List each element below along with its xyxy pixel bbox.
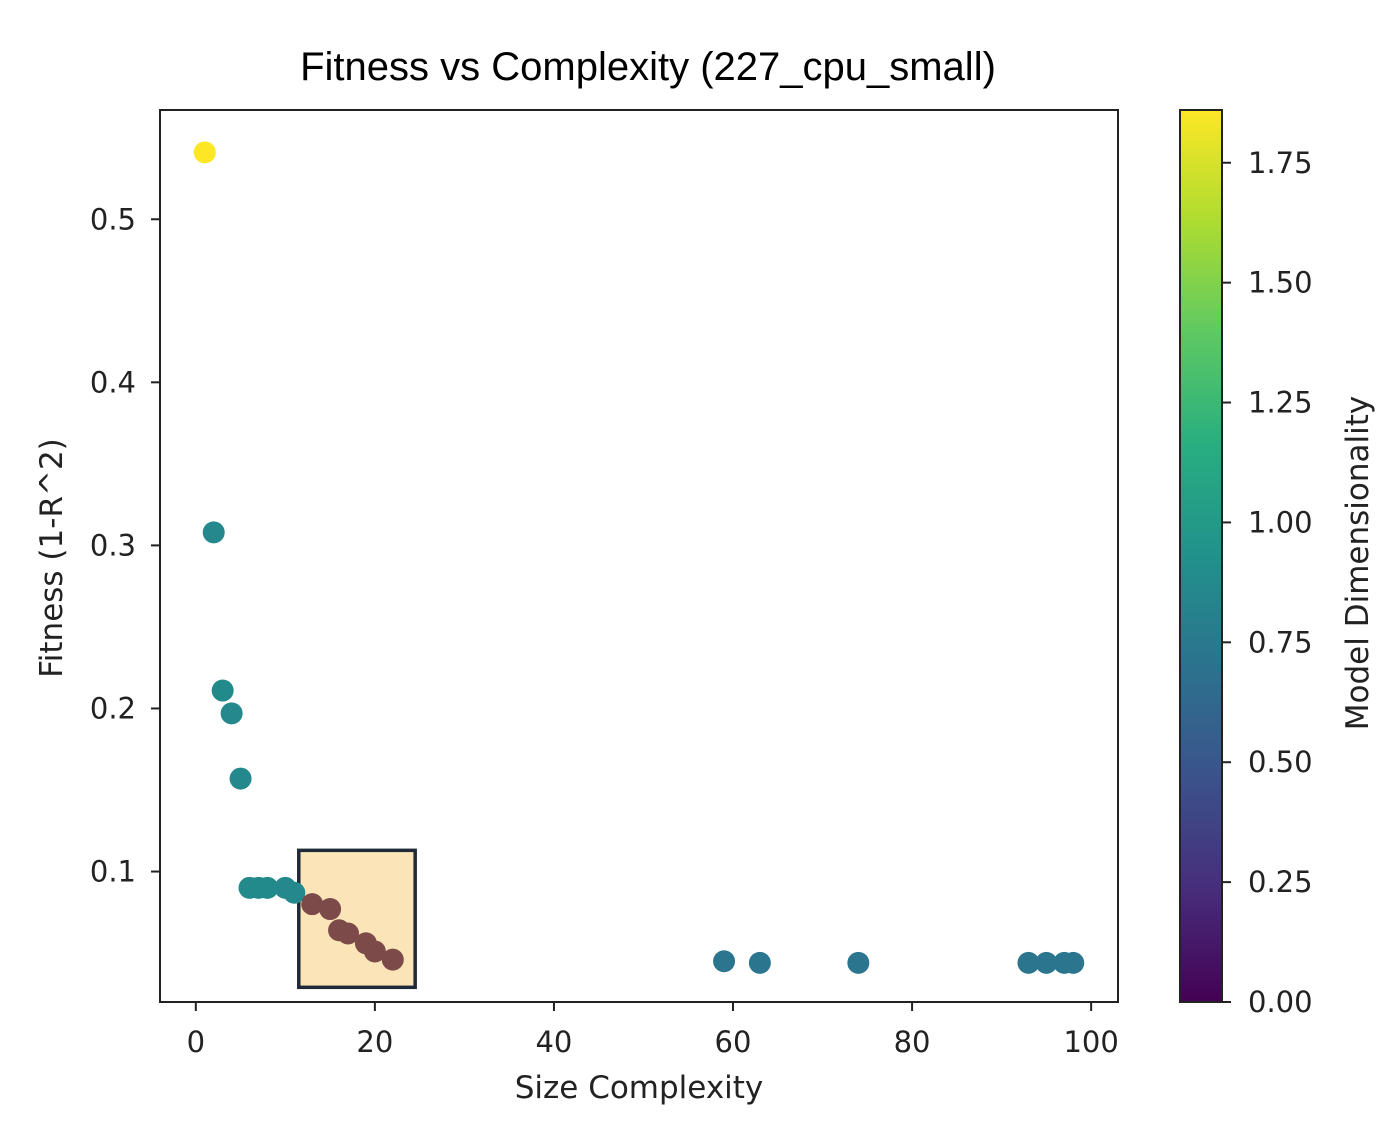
colorbar-tick-label: 1.75 [1248,146,1313,180]
data-point [713,950,736,973]
x-tick-label: 60 [715,1025,752,1059]
colorbar-tick-label: 1.00 [1248,505,1313,539]
data-point [229,767,252,790]
data-point [202,521,225,544]
data-point [1035,951,1058,974]
x-tick-label: 20 [356,1025,393,1059]
chart-title: Fitness vs Complexity (227_cpu_small) [300,45,996,89]
data-point [283,881,306,904]
x-axis-ticks: 0 20 40 60 80 100 [187,1002,1119,1059]
colorbar-ticks: 0.00 0.25 0.50 0.75 1.00 1.25 1.50 1.75 [1222,146,1313,1019]
highlighted-data-point [319,898,342,921]
colorbar-tick-label: 0.25 [1248,865,1313,899]
data-point [193,141,216,164]
plot-frame [159,109,1119,1003]
y-tick-label: 0.1 [90,855,136,889]
y-tick-label: 0.4 [90,365,136,399]
data-point [748,951,771,974]
x-axis-label: Size Complexity [515,1070,764,1106]
colorbar-tick-label: 0.00 [1248,985,1313,1019]
data-point [1062,951,1085,974]
data-point [220,702,243,725]
colorbar-tick-label: 1.50 [1248,266,1313,300]
x-tick-label: 0 [187,1025,205,1059]
highlighted-data-point [381,948,404,971]
highlight-box [297,848,417,990]
data-point [211,679,234,702]
x-tick-label: 80 [894,1025,931,1059]
y-tick-label: 0.5 [90,202,136,236]
y-axis-label: Fitness (1-R^2) [34,438,70,678]
colorbar-tick-label: 0.50 [1248,745,1313,779]
x-tick-label: 40 [535,1025,572,1059]
y-tick-label: 0.3 [90,528,136,562]
colorbar [1179,109,1223,1003]
data-point [256,876,279,899]
highlighted-data-point [337,922,360,945]
y-axis-ticks: 0.1 0.2 0.3 0.4 0.5 [90,202,160,889]
data-point [847,951,870,974]
y-tick-label: 0.2 [90,691,136,725]
colorbar-tick-label: 0.75 [1248,625,1313,659]
x-tick-label: 100 [1063,1025,1118,1059]
highlighted-data-point [301,893,324,916]
highlight-region [297,848,417,990]
highlighted-data-point [363,940,386,963]
data-points [193,141,1085,974]
data-point [1017,951,1040,974]
colorbar-tick-label: 1.25 [1248,386,1313,420]
colorbar-label: Model Dimensionality [1340,396,1376,730]
